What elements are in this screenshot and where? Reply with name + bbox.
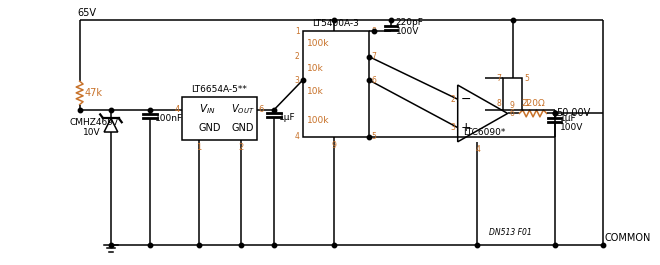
Text: 4: 4 <box>475 145 480 154</box>
Text: 8: 8 <box>496 99 501 108</box>
Text: 7: 7 <box>371 52 376 61</box>
Text: 10V: 10V <box>82 129 100 138</box>
Text: $V_{OUT}$: $V_{OUT}$ <box>231 103 255 116</box>
Text: +: + <box>460 121 471 134</box>
Text: 220Ω: 220Ω <box>521 99 545 108</box>
Text: 6: 6 <box>510 109 514 118</box>
Text: 2: 2 <box>295 52 300 61</box>
Text: 2: 2 <box>451 95 456 104</box>
Bar <box>303 31 369 137</box>
Text: 3: 3 <box>295 76 300 85</box>
Text: 1µF: 1µF <box>560 114 576 123</box>
Text: GND: GND <box>231 123 253 133</box>
Text: −: − <box>460 93 471 106</box>
Text: LT6654A-5**: LT6654A-5** <box>191 85 248 94</box>
Text: DN513 F01: DN513 F01 <box>488 228 531 237</box>
Text: 100k: 100k <box>307 39 329 48</box>
Text: 6: 6 <box>371 76 376 85</box>
Text: LT5400A-3: LT5400A-3 <box>312 19 359 28</box>
Text: 9: 9 <box>510 101 514 110</box>
Text: 9: 9 <box>331 141 337 150</box>
Bar <box>503 78 522 109</box>
Text: 5: 5 <box>371 132 376 142</box>
Text: $V_{IN}$: $V_{IN}$ <box>199 103 215 116</box>
Text: 4: 4 <box>174 105 180 114</box>
Text: 100k: 100k <box>307 116 329 125</box>
Text: 7: 7 <box>496 74 501 83</box>
Text: 3: 3 <box>451 123 456 132</box>
Text: 220pF: 220pF <box>395 18 424 27</box>
Bar <box>182 97 257 140</box>
Text: COMMON: COMMON <box>605 233 651 242</box>
Text: 1: 1 <box>524 99 529 108</box>
Text: 10k: 10k <box>307 64 323 73</box>
Text: 50.00V: 50.00V <box>556 108 591 118</box>
Text: 47k: 47k <box>84 88 102 98</box>
Text: 1µF: 1µF <box>279 113 296 122</box>
Text: 2: 2 <box>238 143 244 152</box>
Text: CMHZ4697: CMHZ4697 <box>70 118 119 127</box>
Text: 4: 4 <box>295 132 300 142</box>
Text: 65V: 65V <box>78 8 96 17</box>
Text: LTC6090*: LTC6090* <box>463 129 506 138</box>
Text: 10k: 10k <box>307 87 323 96</box>
Text: 5: 5 <box>524 74 529 83</box>
Text: 8: 8 <box>371 27 376 36</box>
Text: 1: 1 <box>295 27 300 36</box>
Text: 1: 1 <box>197 143 201 152</box>
Text: 6: 6 <box>259 105 264 114</box>
Text: 100nF: 100nF <box>155 114 183 123</box>
Text: 100V: 100V <box>560 123 583 132</box>
Text: 100V: 100V <box>395 27 419 36</box>
Text: GND: GND <box>199 123 222 133</box>
